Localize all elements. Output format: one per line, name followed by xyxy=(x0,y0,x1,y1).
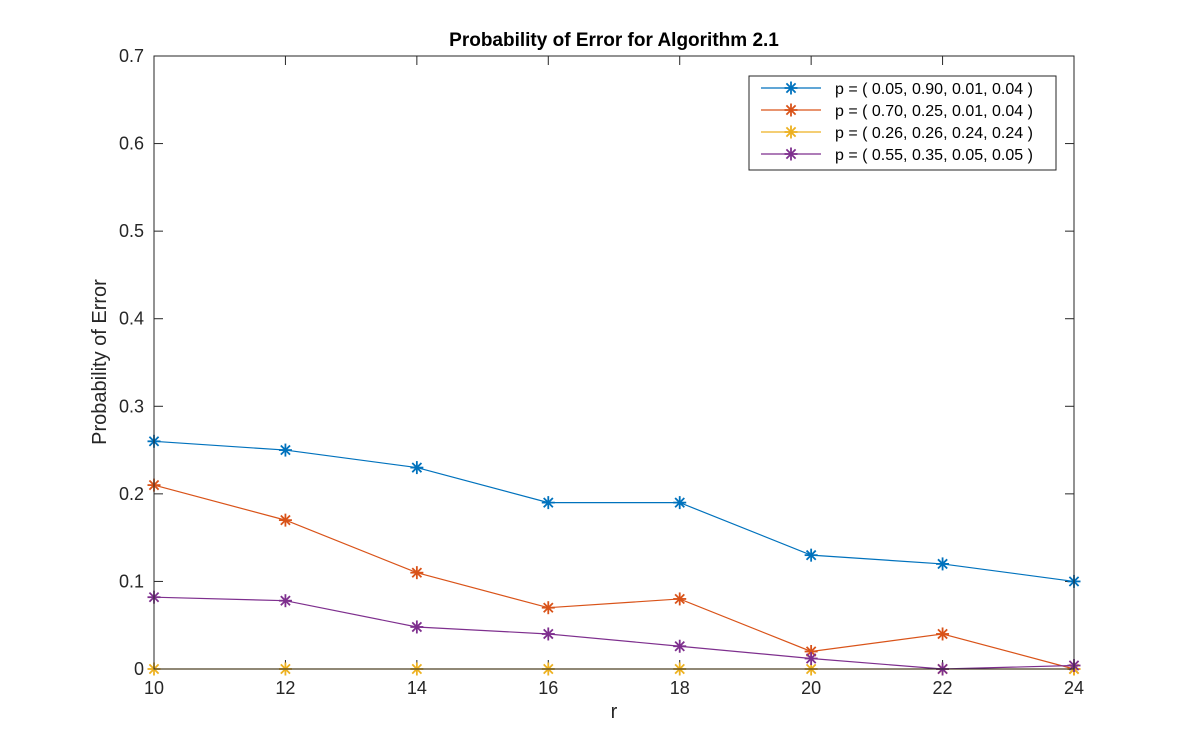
legend: p = ( 0.05, 0.90, 0.01, 0.04 ) p = ( 0.70… xyxy=(748,75,1057,171)
legend-label: p = ( 0.26, 0.26, 0.24, 0.24 ) xyxy=(835,125,1033,142)
legend-marker xyxy=(784,103,798,117)
legend-label: p = ( 0.05, 0.90, 0.01, 0.04 ) xyxy=(835,81,1033,98)
x-tick-label: 22 xyxy=(933,678,953,698)
data-point xyxy=(278,443,292,457)
data-point xyxy=(541,627,555,641)
y-tick-label: 0.4 xyxy=(119,309,144,329)
legend-marker xyxy=(784,147,798,161)
y-tick-label: 0.7 xyxy=(119,46,144,66)
legend-item: p = ( 0.55, 0.35, 0.05, 0.05 ) xyxy=(761,147,1033,164)
data-point xyxy=(410,620,424,634)
x-tick-label: 14 xyxy=(407,678,427,698)
legend-item: p = ( 0.05, 0.90, 0.01, 0.04 ) xyxy=(761,81,1033,98)
y-tick-label: 0.1 xyxy=(119,571,144,591)
x-tick-label: 18 xyxy=(670,678,690,698)
x-tick-label: 12 xyxy=(275,678,295,698)
series-line xyxy=(153,484,1075,670)
y-tick-label: 0.6 xyxy=(119,134,144,154)
data-point xyxy=(673,592,687,606)
legend-item: p = ( 0.70, 0.25, 0.01, 0.04 ) xyxy=(761,103,1033,120)
data-point xyxy=(410,566,424,580)
axes-box xyxy=(153,55,1075,670)
data-point xyxy=(804,651,818,665)
data-point xyxy=(936,627,950,641)
y-tick-label: 0 xyxy=(134,659,144,679)
legend-label: p = ( 0.70, 0.25, 0.01, 0.04 ) xyxy=(835,103,1033,120)
data-point xyxy=(673,639,687,653)
data-point xyxy=(278,594,292,608)
data-point xyxy=(541,496,555,510)
data-point xyxy=(673,496,687,510)
legend-label: p = ( 0.55, 0.35, 0.05, 0.05 ) xyxy=(835,147,1033,164)
x-axis-label: r xyxy=(611,701,618,723)
x-tick-label: 24 xyxy=(1064,678,1084,698)
y-tick-label: 0.3 xyxy=(119,396,144,416)
y-axis-label: Probability of Error xyxy=(89,279,111,445)
data-point xyxy=(410,461,424,475)
x-tick-label: 16 xyxy=(538,678,558,698)
series-line xyxy=(153,440,1075,583)
x-tick-label: 20 xyxy=(801,678,821,698)
data-point xyxy=(541,601,555,615)
legend-marker xyxy=(784,81,798,95)
y-tick-label: 0.5 xyxy=(119,221,144,241)
data-point xyxy=(804,548,818,562)
series-line xyxy=(153,596,1075,670)
x-tick-label: 10 xyxy=(144,678,164,698)
legend-item: p = ( 0.26, 0.26, 0.24, 0.24 ) xyxy=(761,125,1033,142)
legend-marker xyxy=(784,125,798,139)
data-point xyxy=(278,513,292,527)
chart-title: Probability of Error for Algorithm 2.1 xyxy=(449,30,779,51)
y-tick-label: 0.2 xyxy=(119,484,144,504)
data-point xyxy=(936,557,950,571)
